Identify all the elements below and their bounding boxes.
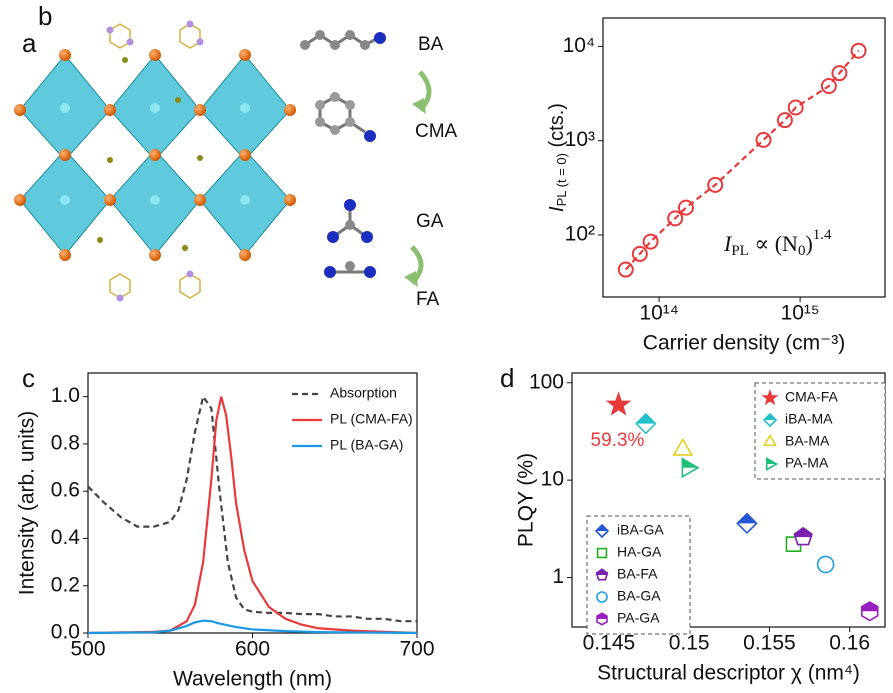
legend-marker (597, 613, 607, 625)
y-tick-label: 0.4 (51, 526, 81, 549)
marker-shape (757, 133, 771, 147)
x-tick-label: 0.15 (669, 632, 710, 655)
legend-label: iBA-MA (785, 411, 833, 427)
y-tick-label: 10 (541, 468, 564, 491)
x-axis-label: Wavelength (nm) (173, 668, 332, 691)
marker-shape (674, 439, 692, 455)
y-tick-label: 0.2 (51, 573, 80, 596)
data-point (674, 439, 692, 455)
series-line (88, 397, 417, 622)
molecule-label: BA (418, 34, 444, 55)
annotation-part: 0 (798, 243, 806, 259)
legend-label: BA-FA (617, 566, 658, 582)
annotation: IPL ∝ (N0)1.4 (723, 227, 832, 259)
y-tick-label: 10⁴ (563, 34, 595, 57)
y-tick-label: 1.0 (51, 384, 80, 407)
panel-label: d (500, 363, 514, 393)
data-point (607, 393, 630, 415)
legend-label: Absorption (330, 385, 397, 401)
marker-shape (607, 393, 630, 415)
marker-shape (818, 556, 834, 572)
x-tick-label: 10¹⁵ (781, 302, 820, 325)
legend-label: PA-GA (617, 610, 660, 626)
panel-label: a (22, 28, 37, 58)
value-label: 59.3% (591, 430, 645, 451)
molecule-label: GA (416, 211, 444, 232)
data-point (757, 133, 771, 147)
y-tick-label: 10² (565, 223, 595, 246)
data-point (794, 528, 811, 545)
x-tick-label: 0.16 (829, 632, 870, 655)
data-point (778, 113, 792, 127)
label-part: (cts.) (546, 103, 568, 153)
x-tick-label: 0.155 (743, 632, 796, 655)
data-point (644, 235, 658, 249)
legend-label: BA-MA (785, 433, 830, 449)
x-axis-label: Carrier density (cm⁻³) (643, 332, 845, 355)
y-tick-label: 100 (529, 370, 564, 393)
label-part: PL (t = 0) (554, 153, 569, 206)
y-tick-label: 1 (552, 565, 564, 588)
x-tick-label: 600 (235, 638, 270, 661)
molecule-label: CMA (415, 121, 458, 142)
data-point (679, 201, 693, 215)
annotation-part: ∝ (N (749, 231, 798, 256)
data-point (682, 459, 698, 477)
series-line (88, 397, 417, 633)
x-axis-label: Structural descriptor χ (nm⁴) (597, 662, 860, 685)
legend-label: PL (BA-GA) (330, 437, 403, 453)
x-tick-label: 0.145 (583, 632, 636, 655)
molecule-label: FA (416, 289, 440, 310)
data-point (737, 514, 756, 533)
figure: a BA CMA GA FA b 10¹⁴ 10¹⁵ 10² 10³ 10⁴ Carrier… (0, 0, 893, 693)
marker-shape (679, 201, 693, 215)
data-point (862, 602, 878, 620)
crystal-structure (14, 21, 296, 302)
annotation-part: 1.4 (813, 227, 832, 243)
molecules (300, 30, 429, 287)
y-tick-label: 0.6 (51, 479, 80, 502)
annotation-part: PL (731, 243, 749, 259)
panel-label: c (22, 363, 35, 393)
y-axis-label: Intensity (arb. units) (16, 411, 39, 595)
y-tick-label: 0.8 (51, 431, 80, 454)
marker-shape (644, 235, 658, 249)
legend-label: BA-GA (617, 588, 661, 604)
panel-label: b (38, 1, 52, 31)
y-tick-label: 10³ (565, 128, 595, 151)
data-point (818, 556, 834, 572)
y-tick-label: 0.0 (51, 621, 80, 644)
legend-label: HA-GA (617, 544, 662, 560)
x-tick-label: 700 (399, 638, 434, 661)
legend-label: CMA-FA (785, 389, 839, 405)
y-axis-label: PLQY (%) (515, 453, 538, 547)
annotation-part: ) (805, 231, 812, 256)
x-tick-label: 10¹⁴ (639, 302, 678, 325)
legend-label: PL (CMA-FA) (330, 411, 413, 427)
y-axis-label: IPL (t = 0) (cts.) (546, 103, 569, 212)
legend-label: PA-MA (785, 455, 829, 471)
legend-label: iBA-GA (617, 522, 664, 538)
marker-shape (778, 113, 792, 127)
